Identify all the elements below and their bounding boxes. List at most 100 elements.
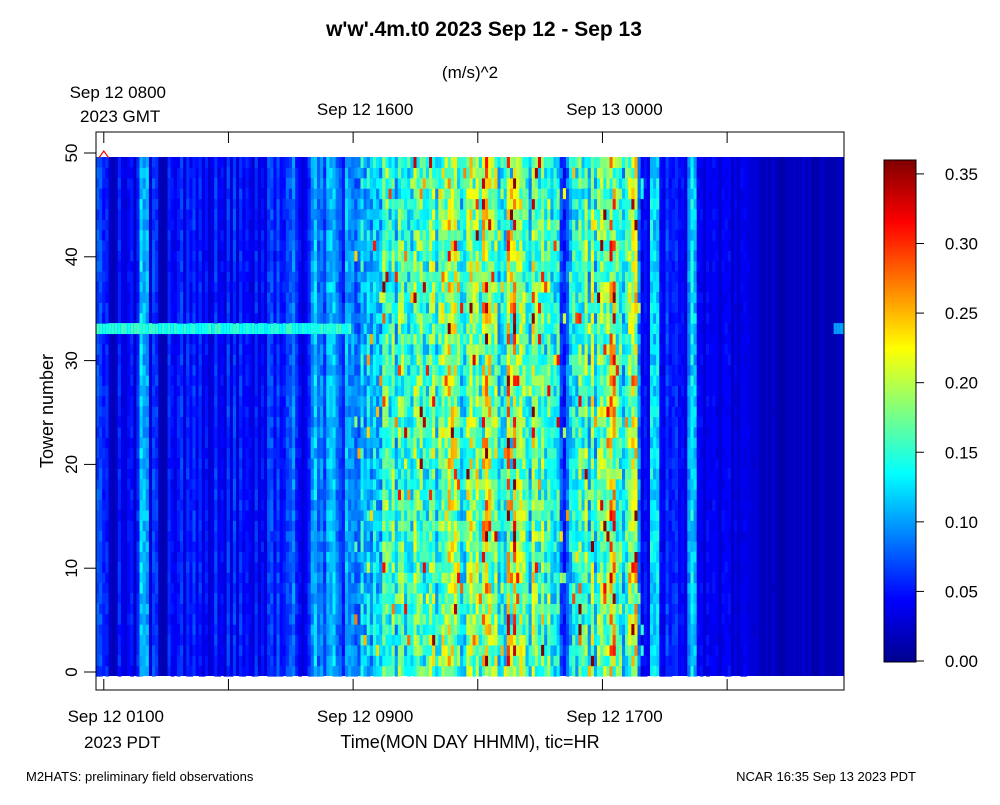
- heatmap-cell: [575, 478, 580, 490]
- heatmap-cell: [369, 333, 374, 345]
- heatmap-cell: [475, 613, 480, 625]
- heatmap-cell: [351, 437, 355, 449]
- heatmap-column: [229, 157, 234, 676]
- heatmap-cell: [453, 572, 458, 584]
- heatmap-cell: [447, 551, 452, 563]
- heatmap-cell: [565, 157, 570, 168]
- heatmap-cell: [575, 385, 580, 397]
- heatmap-cell: [223, 302, 228, 314]
- heatmap-cell: [376, 561, 380, 573]
- heatmap-cell: [541, 302, 545, 314]
- heatmap-cell: [127, 291, 131, 303]
- heatmap-cell: [232, 395, 237, 407]
- heatmap-cell: [541, 177, 545, 189]
- heatmap-cell: [519, 447, 524, 459]
- heatmap-cell: [562, 416, 567, 428]
- heatmap-cell: [441, 561, 446, 573]
- heatmap-cell: [553, 520, 558, 532]
- heatmap-cell: [273, 634, 278, 646]
- heatmap-cell: [457, 468, 461, 480]
- heatmap-cell: [578, 229, 583, 241]
- heatmap-cell: [348, 437, 352, 449]
- heatmap-cell: [547, 665, 552, 677]
- heatmap-cell: [292, 323, 296, 335]
- heatmap-cell: [565, 634, 570, 646]
- heatmap-cell: [435, 281, 439, 293]
- heatmap-cell: [513, 167, 517, 179]
- heatmap-cell: [105, 437, 110, 449]
- heatmap-cell: [176, 395, 181, 407]
- heatmap-cell: [478, 561, 483, 573]
- heatmap-cell: [453, 644, 458, 656]
- heatmap-cell: [572, 167, 576, 179]
- heatmap-cell: [513, 426, 517, 438]
- heatmap-cell: [142, 167, 147, 179]
- heatmap-cell: [189, 343, 194, 355]
- heatmap-cell: [195, 208, 200, 220]
- heatmap-cell: [413, 374, 418, 386]
- heatmap-column: [301, 157, 306, 676]
- heatmap-cell: [323, 385, 327, 397]
- heatmap-cell: [298, 333, 303, 345]
- heatmap-cell: [525, 416, 530, 428]
- heatmap-cell: [391, 644, 396, 656]
- heatmap-cell: [441, 312, 446, 324]
- heatmap-cell: [528, 572, 533, 584]
- heatmap-cell: [214, 188, 218, 200]
- heatmap-cell: [506, 177, 511, 189]
- heatmap-cell: [413, 458, 418, 469]
- heatmap-cell: [503, 634, 508, 646]
- heatmap-cell: [578, 437, 583, 449]
- heatmap-cell: [429, 634, 433, 646]
- heatmap-cell: [513, 281, 517, 293]
- heatmap-cell: [152, 281, 156, 293]
- heatmap-cell: [366, 157, 371, 168]
- heatmap-cell: [559, 551, 564, 563]
- heatmap-cell: [391, 551, 396, 563]
- heatmap-cell: [553, 364, 558, 376]
- heatmap-cell: [288, 177, 293, 189]
- heatmap-cell: [369, 188, 374, 200]
- heatmap-cell: [460, 509, 464, 521]
- heatmap-cell: [472, 364, 477, 376]
- heatmap-cell: [407, 603, 411, 615]
- heatmap-cell: [155, 229, 159, 241]
- heatmap-cell: [528, 582, 533, 594]
- heatmap-cell: [139, 551, 144, 563]
- heatmap-cell: [366, 302, 371, 314]
- heatmap-cell: [373, 551, 377, 563]
- heatmap-cell: [214, 312, 218, 324]
- heatmap-cell: [226, 468, 231, 480]
- heatmap-cell: [485, 229, 489, 241]
- heatmap-cell: [276, 406, 281, 418]
- heatmap-cell: [531, 603, 536, 615]
- heatmap-cell: [245, 582, 250, 594]
- heatmap-cell: [488, 323, 492, 335]
- heatmap-cell: [522, 561, 527, 573]
- heatmap-cell: [373, 426, 377, 438]
- heatmap-cell: [176, 312, 181, 324]
- heatmap-cell: [357, 302, 362, 314]
- heatmap-cell: [211, 323, 215, 335]
- heatmap-cell: [142, 281, 147, 293]
- heatmap-cell: [236, 572, 240, 584]
- heatmap-cell: [513, 416, 517, 428]
- heatmap-cell: [488, 458, 492, 469]
- heatmap-cell: [401, 655, 405, 667]
- heatmap-cell: [323, 302, 327, 314]
- heatmap-cell: [397, 167, 402, 179]
- heatmap-cell: [565, 260, 570, 272]
- heatmap-cell: [404, 447, 408, 459]
- heatmap-cell: [404, 198, 408, 210]
- heatmap-cell: [273, 644, 278, 656]
- heatmap-cell: [506, 655, 511, 667]
- heatmap-cell: [478, 354, 483, 366]
- heatmap-cell: [419, 406, 424, 418]
- heatmap-cell: [292, 541, 296, 553]
- heatmap-cell: [195, 478, 200, 490]
- heatmap-cell: [516, 271, 520, 283]
- heatmap-cell: [559, 302, 564, 314]
- heatmap-cell: [469, 447, 474, 459]
- heatmap-cell: [416, 551, 421, 563]
- heatmap-column: [295, 157, 299, 676]
